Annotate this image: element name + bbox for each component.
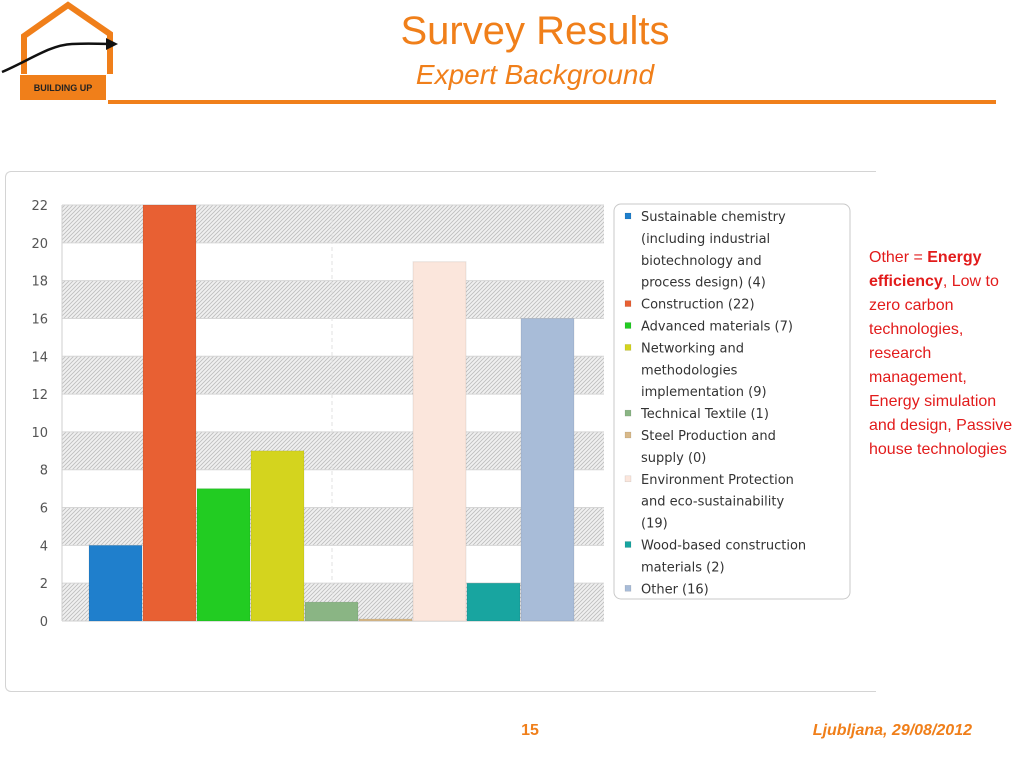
bar	[304, 601, 359, 622]
bar	[520, 317, 575, 622]
legend-swatch	[624, 212, 632, 220]
legend-swatch	[624, 409, 632, 417]
legend-label: process design) (4)	[641, 276, 766, 291]
legend-swatch	[624, 322, 632, 329]
legend-label: implementation (9)	[641, 385, 767, 400]
legend-label: and eco-sustainability	[641, 495, 784, 510]
y-tick-label: 8	[40, 464, 48, 479]
bar	[466, 582, 521, 622]
bar	[88, 544, 143, 622]
legend-label: Environment Protection	[641, 473, 794, 488]
logo-text: BUILDING UP	[34, 83, 93, 93]
legend-label: biotechnology and	[641, 254, 762, 269]
legend-label: Networking and	[641, 341, 744, 356]
page-number: 15	[521, 722, 539, 739]
y-tick-label: 12	[31, 388, 48, 403]
y-tick-label: 20	[31, 237, 48, 252]
y-tick-label: 18	[31, 275, 48, 290]
y-tick-label: 10	[31, 426, 48, 441]
legend-label: materials (2)	[641, 560, 725, 575]
legend-label: Wood-based construction	[641, 539, 806, 554]
y-tick-label: 2	[40, 577, 48, 592]
bar	[250, 450, 305, 622]
slide-subtitle: Expert Background	[415, 59, 655, 90]
legend-label: Advanced materials (7)	[641, 320, 793, 335]
legend-box	[613, 203, 851, 600]
legend-label: supply (0)	[641, 451, 706, 466]
chart-legend: Sustainable chemistry (including industri…	[613, 203, 851, 600]
building-up-logo: BUILDING UP	[1, 1, 118, 100]
y-tick-label: 22	[31, 199, 48, 214]
header-rule	[108, 100, 996, 104]
footer-date: Ljubljana, 29/08/2012	[812, 722, 972, 739]
y-tick-label: 6	[40, 502, 48, 517]
bar-chart: 0 2 4 6 8 10 12 14 16 18 20 22 Sustainable chemistr…	[31, 199, 851, 630]
legend-label: Sustainable chemistry	[641, 210, 786, 225]
legend-label: (19)	[641, 517, 668, 532]
bar	[196, 488, 251, 622]
y-tick-label: 14	[31, 350, 48, 365]
legend-label: Construction (22)	[641, 298, 755, 313]
note-prefix: Other =	[869, 249, 928, 266]
bar	[358, 618, 413, 622]
plot-area: 0 2 4 6 8 10 12 14 16 18 20 22	[31, 199, 604, 630]
legend-swatch	[624, 541, 632, 548]
y-tick-label: 0	[40, 615, 48, 630]
legend-label: Technical Textile (1)	[640, 407, 769, 422]
legend-swatch	[624, 344, 632, 351]
bar	[412, 261, 467, 622]
legend-label: (including industrial	[641, 232, 770, 247]
legend-swatch	[624, 585, 632, 592]
other-note: Other = Energy efficiency, Low to zero c…	[869, 246, 1019, 462]
note-comma: ,	[942, 273, 948, 290]
legend-swatch	[624, 300, 632, 307]
note-bold: Energy efficiency	[869, 249, 982, 290]
slide-title: Survey Results	[400, 9, 670, 53]
legend-swatch	[624, 475, 632, 483]
chart-panel: 0 2 4 6 8 10 12 14 16 18 20 22 Sustainable chemistr…	[5, 171, 876, 692]
legend-label: Steel Production and	[641, 429, 776, 444]
note-rest: Low to zero carbon technologies, researc…	[869, 273, 1013, 458]
legend-swatch	[624, 431, 632, 439]
bar	[142, 204, 197, 622]
y-tick-label: 4	[40, 539, 48, 554]
y-tick-label: 16	[31, 312, 48, 327]
legend-label: Other (16)	[641, 582, 709, 597]
legend-label: methodologies	[641, 363, 738, 378]
